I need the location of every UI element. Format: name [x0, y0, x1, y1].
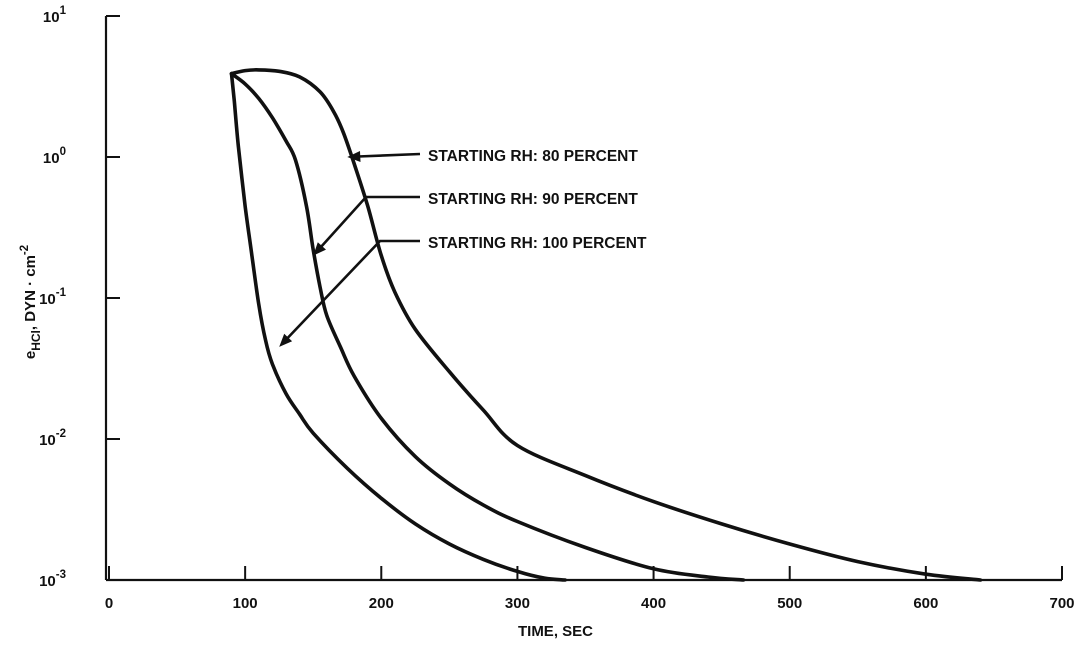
x-tick-label: 300 [505, 595, 530, 612]
annotation-3: STARTING RH: 100 PERCENT [279, 235, 647, 347]
x-tick-label: 500 [777, 595, 802, 612]
arrowhead-icon [313, 242, 326, 256]
annotation-1: STARTING RH: 80 PERCENT [347, 148, 638, 165]
y-axis-title: eHCl, DYN · cm-2 [19, 245, 43, 359]
x-tick-label: 100 [233, 595, 258, 612]
annotation-leader [358, 152, 421, 158]
y-tick-label: 10-1 [39, 287, 67, 308]
annotations: STARTING RH: 80 PERCENT STARTING RH: 90 P… [279, 148, 647, 347]
arrowhead-icon [279, 333, 293, 347]
x-tick-label: 200 [369, 595, 394, 612]
x-tick-label: 400 [641, 595, 666, 612]
x-tick-label: 600 [913, 595, 938, 612]
annotation-leader [319, 195, 420, 249]
y-tick-label: 10-2 [39, 428, 66, 449]
curves [229, 68, 983, 582]
x-tick-label: 0 [105, 595, 113, 612]
annotation-label: STARTING RH: 90 PERCENT [428, 191, 638, 208]
ticks: 101 100 10-1 10-2 10-3 0 100 200 300 400 500 600 700 [39, 5, 1074, 612]
arrowhead-icon [347, 151, 361, 162]
series-line-3 [229, 71, 567, 582]
series-line-1 [229, 68, 983, 582]
annotation-label: STARTING RH: 100 PERCENT [428, 235, 647, 252]
x-axis-title: TIME, SEC [518, 623, 593, 640]
annotation-2: STARTING RH: 90 PERCENT [313, 191, 638, 256]
y-tick-label: 100 [43, 146, 66, 167]
annotation-label: STARTING RH: 80 PERCENT [428, 148, 638, 165]
annotation-leader [285, 239, 420, 340]
y-tick-label: 101 [43, 5, 67, 26]
axes [104, 16, 1062, 582]
x-tick-label: 700 [1049, 595, 1074, 612]
y-tick-label: 10-3 [39, 569, 66, 590]
series-line-2 [229, 71, 746, 582]
